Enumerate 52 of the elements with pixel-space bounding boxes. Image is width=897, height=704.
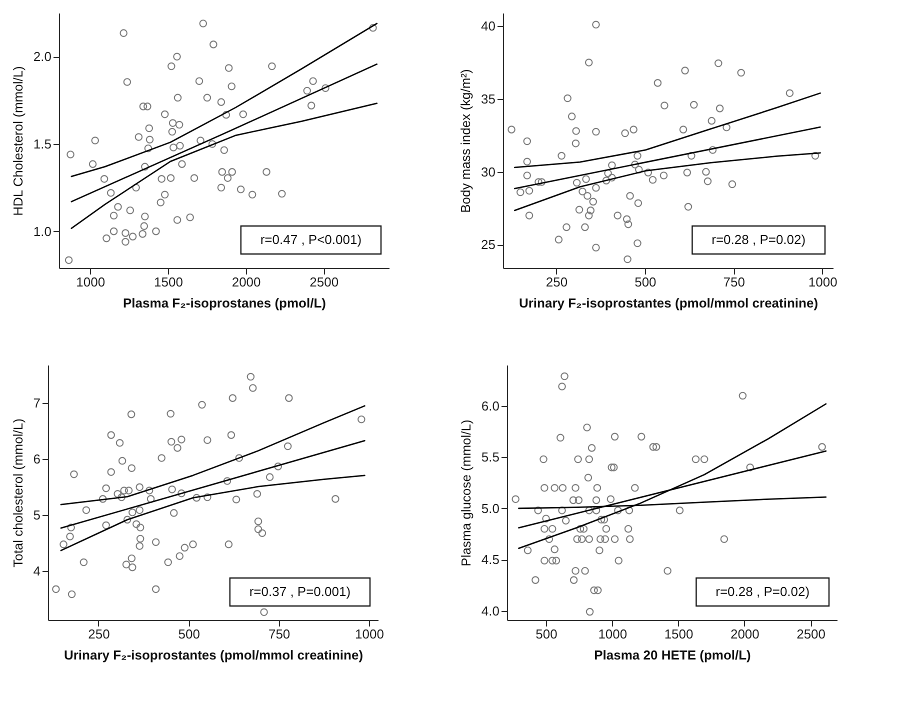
x-tick-label: 500 bbox=[634, 274, 656, 290]
y-axis-title: Body mass index (kg/m²) bbox=[458, 69, 474, 213]
x-tick-label: 1500 bbox=[154, 274, 183, 290]
y-tick-label: 1.5 bbox=[33, 136, 52, 152]
line-series bbox=[70, 22, 378, 178]
y-tick-label: 6.0 bbox=[481, 398, 500, 414]
line-series bbox=[514, 92, 821, 168]
x-tick-label: 1000 bbox=[598, 626, 628, 642]
annotation: r=0.28 , P=0.02) bbox=[716, 584, 810, 599]
y-tick-label: 1.0 bbox=[33, 224, 52, 239]
x-axis-title: Plasma 20 HETE (pmol/L) bbox=[594, 648, 751, 662]
y-tick-label: 5 bbox=[33, 508, 40, 523]
x-tick-label: 1500 bbox=[664, 626, 694, 642]
x-axis-title: Urinary F₂-isoprostantes (pmol/mmol creatinine) bbox=[518, 296, 818, 310]
y-tick-label: 2.0 bbox=[33, 49, 52, 64]
x-tick-label: 2500 bbox=[310, 274, 339, 290]
x-tick-label: 500 bbox=[178, 626, 200, 642]
y-axis-title: Total cholesterol (mmol/L) bbox=[10, 418, 26, 568]
y-tick-label: 40 bbox=[481, 18, 496, 34]
annotation: r=0.47 , P<0.001) bbox=[260, 232, 362, 247]
y-tick-label: 35 bbox=[481, 91, 496, 106]
line-series bbox=[60, 405, 366, 506]
x-tick-label: 250 bbox=[88, 626, 110, 642]
x-tick-label: 2000 bbox=[730, 626, 760, 642]
x-axis-title: Plasma F₂-isoprostanes (pmol/L) bbox=[123, 296, 326, 310]
x-tick-label: 750 bbox=[268, 626, 290, 642]
y-tick-label: 4 bbox=[33, 564, 40, 579]
annotation: r=0.37 , P=0.001) bbox=[249, 584, 351, 599]
y-tick-label: 5.5 bbox=[481, 450, 500, 465]
y-axis-title: Plasma glucose (mmol/L) bbox=[458, 420, 474, 566]
x-tick-label: 1000 bbox=[76, 274, 106, 290]
line-series bbox=[518, 403, 827, 550]
line-series bbox=[70, 102, 378, 230]
y-tick-label: 6 bbox=[33, 452, 40, 467]
y-tick-label: 25 bbox=[481, 237, 496, 252]
x-tick-label: 1000 bbox=[808, 274, 838, 290]
y-tick-label: 30 bbox=[481, 164, 496, 180]
line-series bbox=[60, 474, 366, 552]
y-tick-label: 5.0 bbox=[481, 500, 500, 516]
x-tick-label: 1000 bbox=[355, 626, 384, 642]
annotation: r=0.28 , P=0.02) bbox=[712, 232, 806, 247]
line-series bbox=[514, 152, 821, 212]
x-axis-title: Urinary F₂-isoprostantes (pmol/mmol creatinine) bbox=[64, 648, 364, 662]
x-tick-label: 2000 bbox=[232, 274, 261, 290]
x-tick-label: 500 bbox=[536, 626, 558, 642]
x-tick-label: 2500 bbox=[796, 626, 826, 642]
x-tick-label: 750 bbox=[723, 274, 745, 290]
y-tick-label: 4.5 bbox=[481, 552, 500, 568]
y-tick-label: 4.0 bbox=[481, 603, 500, 618]
x-tick-label: 250 bbox=[546, 274, 568, 290]
y-axis-title: HDL Cholesterol (mmol/L) bbox=[10, 66, 26, 216]
y-tick-label: 7 bbox=[33, 396, 40, 411]
